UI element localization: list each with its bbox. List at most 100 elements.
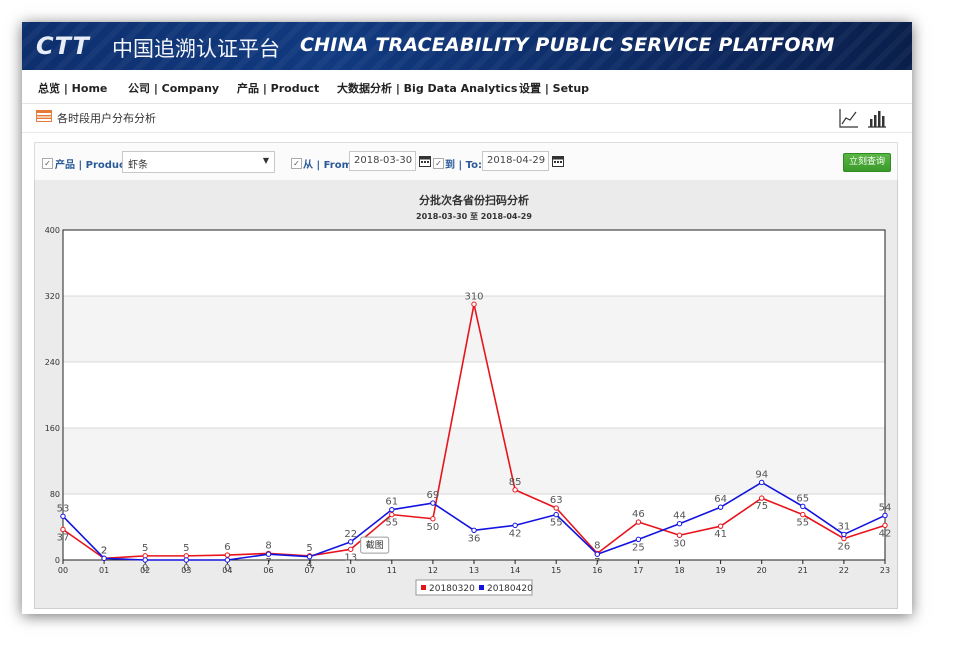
legend-swatch[interactable] xyxy=(479,585,484,590)
data-label: 65 xyxy=(796,493,809,504)
data-point[interactable] xyxy=(676,521,683,527)
nav-item-company[interactable]: 公司 | Company xyxy=(128,82,220,95)
x-tick-label: 10 xyxy=(346,566,356,575)
data-point[interactable] xyxy=(348,546,354,552)
data-label: 64 xyxy=(714,494,727,505)
data-point[interactable] xyxy=(594,551,600,557)
calendar-icon[interactable] xyxy=(419,155,431,167)
x-tick-label: 18 xyxy=(674,566,684,575)
data-label: 42 xyxy=(879,528,892,539)
report-icon xyxy=(36,110,52,122)
data-point[interactable] xyxy=(635,536,642,543)
data-point[interactable] xyxy=(841,531,847,538)
data-label: 42 xyxy=(509,528,522,539)
data-point[interactable] xyxy=(800,511,806,518)
data-label: 61 xyxy=(385,497,398,508)
data-point[interactable] xyxy=(717,523,724,529)
data-label: 26 xyxy=(838,542,851,553)
data-point[interactable] xyxy=(306,554,313,560)
data-point[interactable] xyxy=(60,513,66,519)
data-label: 310 xyxy=(464,291,483,302)
data-label: 2 xyxy=(101,545,107,556)
data-point[interactable] xyxy=(676,532,683,538)
from-checkbox[interactable]: ✓ xyxy=(291,158,302,169)
data-label: 25 xyxy=(632,542,645,553)
data-label: 55 xyxy=(550,518,563,529)
calendar-icon[interactable] xyxy=(552,155,564,167)
chart-subtitle: 2018-03-30 至 2018-04-29 xyxy=(416,212,532,221)
data-point[interactable] xyxy=(471,301,477,307)
x-tick-label: 14 xyxy=(510,566,520,575)
data-point[interactable] xyxy=(183,557,190,563)
data-point[interactable] xyxy=(60,526,66,533)
legend-item[interactable]: 20180320 xyxy=(429,584,475,594)
data-point[interactable] xyxy=(101,555,107,562)
product-checkbox[interactable]: ✓ xyxy=(42,158,53,169)
y-tick-label: 160 xyxy=(45,424,60,433)
data-label: 41 xyxy=(714,529,727,540)
to-checkbox[interactable]: ✓ xyxy=(433,158,444,169)
data-point[interactable] xyxy=(717,504,724,510)
logo: CTT xyxy=(36,32,90,60)
x-tick-label: 06 xyxy=(263,566,273,575)
y-tick-label: 400 xyxy=(45,226,60,235)
data-point[interactable] xyxy=(265,551,272,557)
data-point[interactable] xyxy=(224,552,231,558)
data-label: 0 xyxy=(142,563,148,574)
data-point[interactable] xyxy=(389,511,395,518)
query-button[interactable]: 立刻查询 xyxy=(843,153,891,172)
data-label: 7 xyxy=(265,557,271,568)
data-point[interactable] xyxy=(348,539,354,545)
data-label: 8 xyxy=(594,540,600,551)
bar-chart-icon[interactable] xyxy=(866,107,888,129)
product-select[interactable]: 虾条 ▼ xyxy=(122,151,275,173)
data-point[interactable] xyxy=(389,506,395,513)
product-select-value: 虾条 xyxy=(128,160,148,171)
legend-item[interactable]: 20180420 xyxy=(487,584,533,594)
app-window: CTT 中国追溯认证平台 CHINA TRACEABILITY PUBLIC S… xyxy=(22,22,912,614)
data-point[interactable] xyxy=(471,527,477,533)
data-label: 69 xyxy=(427,490,440,501)
data-point[interactable] xyxy=(512,522,518,529)
nav-item-setup[interactable]: 设置 | Setup xyxy=(519,82,590,95)
data-label: 7 xyxy=(594,557,600,568)
data-point[interactable] xyxy=(800,503,806,510)
brand-title-en: CHINA TRACEABILITY PUBLIC SERVICE PLATFO… xyxy=(300,34,835,56)
line-chart-icon[interactable] xyxy=(838,107,860,129)
from-date-input[interactable]: 2018-03-30 xyxy=(349,151,416,171)
data-point[interactable] xyxy=(553,505,559,511)
data-label: 0 xyxy=(183,563,189,574)
data-point[interactable] xyxy=(142,557,148,563)
data-label: 53 xyxy=(57,503,70,514)
nav-item-home[interactable]: 总览 | Home xyxy=(38,82,108,95)
data-point[interactable] xyxy=(635,519,642,525)
product-label: 产品 | Product: xyxy=(55,160,134,171)
data-label: 36 xyxy=(468,533,481,544)
chart-title: 分批次各省份扫码分析 xyxy=(419,193,529,207)
data-label: 63 xyxy=(550,495,563,506)
data-point[interactable] xyxy=(882,512,888,519)
data-point[interactable] xyxy=(224,557,231,563)
data-point[interactable] xyxy=(553,511,559,518)
x-tick-label: 15 xyxy=(551,566,561,575)
data-point[interactable] xyxy=(759,479,765,486)
nav-item-big-data[interactable]: 大数据分析 | Big Data Analytics xyxy=(337,82,518,95)
data-label: 55 xyxy=(796,518,809,529)
legend-swatch[interactable] xyxy=(421,585,426,590)
data-label: 13 xyxy=(344,552,357,563)
to-date-input[interactable]: 2018-04-29 xyxy=(482,151,549,171)
data-label: 31 xyxy=(838,521,851,532)
data-label: 37 xyxy=(57,532,70,543)
nav-item-product[interactable]: 产品 | Product xyxy=(237,82,320,95)
data-point[interactable] xyxy=(882,522,888,529)
data-point[interactable] xyxy=(759,495,765,501)
from-label: 从 | From: xyxy=(303,160,357,171)
data-label: 4 xyxy=(306,560,312,571)
to-label: 到 | To: xyxy=(445,160,482,171)
data-point[interactable] xyxy=(512,487,518,493)
data-label: 6 xyxy=(224,542,230,553)
data-point[interactable] xyxy=(430,500,436,506)
x-tick-label: 12 xyxy=(428,566,438,575)
data-point[interactable] xyxy=(430,516,436,522)
